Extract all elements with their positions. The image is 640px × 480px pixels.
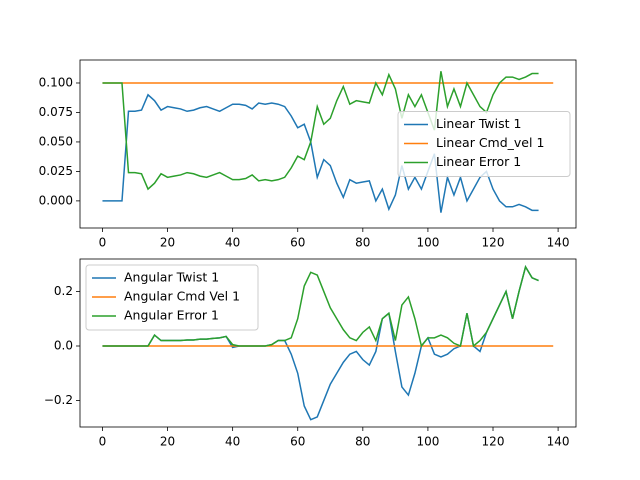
y-tick-label: 0.0: [54, 339, 73, 353]
y-tick-label: −0.2: [44, 393, 73, 407]
x-tick-label: 0: [99, 236, 107, 250]
x-tick-label: 140: [547, 435, 570, 449]
y-tick-label: 0.050: [39, 134, 73, 148]
y-tick-label: 0.000: [39, 193, 73, 207]
x-tick-label: 40: [225, 435, 240, 449]
x-tick-label: 120: [482, 435, 505, 449]
legend-label: Angular Error 1: [124, 308, 219, 323]
legend-label: Linear Error 1: [436, 154, 521, 169]
x-tick-label: 120: [482, 236, 505, 250]
legend-label: Linear Twist 1: [436, 116, 521, 131]
x-tick-label: 20: [160, 236, 175, 250]
x-tick-label: 140: [547, 236, 570, 250]
legend: Linear Twist 1 Linear Cmd_vel 1 Linear Err…: [397, 111, 571, 177]
legend-box: [397, 111, 571, 177]
x-tick-label: 40: [225, 236, 240, 250]
x-tick-label: 20: [160, 435, 175, 449]
x-tick-label: 80: [355, 236, 370, 250]
x-tick-label: 80: [355, 435, 370, 449]
legend-box: [85, 264, 259, 331]
axes-frame: [79, 258, 577, 428]
x-tick-label: 100: [416, 236, 439, 250]
y-tick-label: 0.2: [54, 284, 73, 298]
x-tick-label: 60: [290, 435, 305, 449]
legend-label: Linear Cmd_vel 1: [436, 135, 544, 150]
series-line: [102, 264, 539, 348]
series-line: [102, 93, 539, 213]
axes-frame: [79, 59, 577, 229]
y-tick-label: 0.075: [39, 105, 73, 119]
y-tick-label: 0.025: [39, 164, 73, 178]
legend-label: Angular Cmd Vel 1: [124, 289, 240, 304]
x-tick-label: 0: [99, 435, 107, 449]
legend-label: Angular Twist 1: [124, 270, 219, 285]
series-line: [102, 71, 539, 191]
legend: Angular Twist 1 Angular Cmd Vel 1 Angular …: [85, 264, 259, 331]
x-tick-label: 60: [290, 236, 305, 250]
y-tick-label: 0.100: [39, 75, 73, 89]
x-tick-label: 100: [416, 435, 439, 449]
